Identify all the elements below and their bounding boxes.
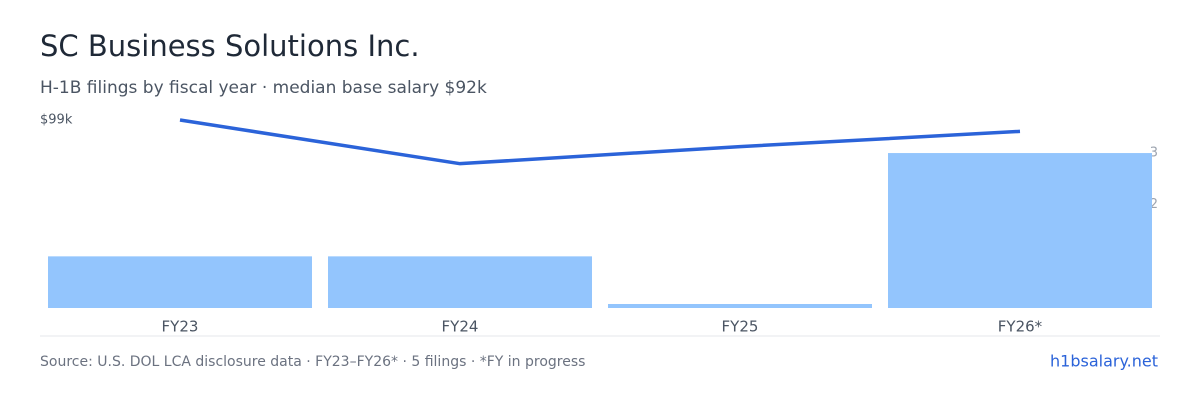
y2-tick-label: 2 — [1150, 197, 1158, 212]
x-tick-label: FY24 — [442, 318, 479, 336]
x-tick-label: FY25 — [722, 318, 759, 336]
chart-title: SC Business Solutions Inc. — [40, 29, 420, 63]
bar — [328, 256, 592, 308]
brand-link[interactable]: h1bsalary.net — [1050, 352, 1158, 371]
source-note: Source: U.S. DOL LCA disclosure data · F… — [40, 354, 585, 370]
bar — [608, 304, 872, 308]
x-tick-label: FY23 — [162, 318, 199, 336]
bar — [888, 153, 1152, 308]
y-tick-label: $99k — [40, 113, 73, 128]
bar — [48, 256, 312, 308]
salary-line — [179, 118, 1021, 166]
chart-subtitle: H-1B filings by fiscal year · median bas… — [40, 78, 487, 98]
x-tick-label: FY26* — [998, 318, 1043, 336]
y2-tick-label: 3 — [1150, 146, 1158, 161]
